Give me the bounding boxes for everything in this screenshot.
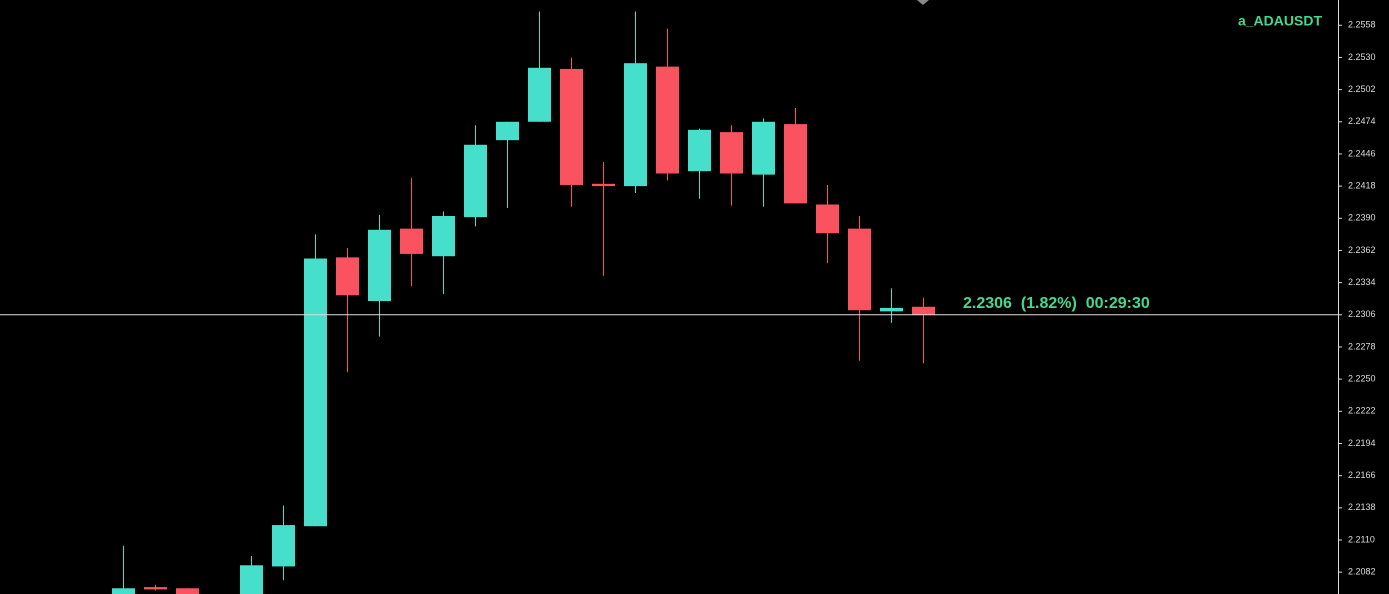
candle-body <box>464 144 487 218</box>
candle-body <box>720 132 743 174</box>
symbol: a_ADAUSDT <box>1238 13 1322 29</box>
y-tick-label: 2.2138 <box>1348 502 1376 512</box>
y-tick-label: 2.2306 <box>1348 309 1376 319</box>
candle-body <box>848 228 871 311</box>
candle-body <box>432 216 455 257</box>
candle-body <box>560 68 583 185</box>
y-tick-label: 2.2250 <box>1348 374 1376 384</box>
candle-body <box>112 588 135 594</box>
y-tick-label: 2.2278 <box>1348 341 1376 351</box>
y-tick-label: 2.2474 <box>1348 116 1376 126</box>
candle-body <box>496 121 519 141</box>
candle-body <box>304 258 327 527</box>
candle-body <box>336 257 359 296</box>
candle-body <box>176 588 199 594</box>
candle-body <box>144 587 167 590</box>
y-tick-label: 2.2110 <box>1348 534 1375 544</box>
y-tick-label: 2.2222 <box>1348 406 1376 416</box>
candle-body <box>816 204 839 234</box>
candle-body <box>240 565 263 594</box>
y-tick-label: 2.2530 <box>1348 52 1376 62</box>
candle-body <box>656 66 679 174</box>
candle-body <box>272 525 295 567</box>
candle-body <box>624 63 647 187</box>
plot-area <box>112 11 935 594</box>
candle-body <box>880 307 903 312</box>
y-tick-label: 2.2194 <box>1348 438 1376 448</box>
candle-body <box>784 124 807 204</box>
y-tick-label: 2.2362 <box>1348 245 1376 255</box>
y-tick-label: 2.2558 <box>1348 20 1376 30</box>
y-tick-label: 2.2502 <box>1348 84 1376 94</box>
y-tick-label: 2.2390 <box>1348 213 1376 223</box>
y-tick-label: 2.2418 <box>1348 181 1376 191</box>
marker <box>917 0 929 5</box>
price-label: 2.2306 (1.82%) 00:29:30 <box>963 295 1150 312</box>
candle-body <box>528 67 551 122</box>
candle-body <box>688 129 711 172</box>
y-tick-label: 2.2082 <box>1348 567 1376 577</box>
candle-body <box>400 228 423 254</box>
candle-body <box>912 306 935 315</box>
candle-body <box>368 229 391 302</box>
y-tick-label: 2.2166 <box>1348 470 1376 480</box>
y-tick-label: 2.2446 <box>1348 148 1376 158</box>
candle-body <box>752 121 775 175</box>
y-tick-label: 2.2334 <box>1348 277 1376 287</box>
candle-body <box>592 183 615 187</box>
